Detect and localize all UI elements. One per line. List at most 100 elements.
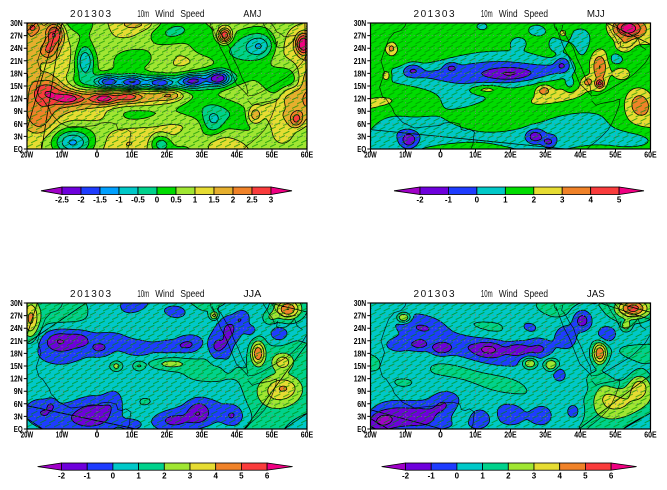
svg-text:10m: 10m — [481, 9, 493, 20]
svg-text:12N: 12N — [354, 94, 367, 104]
svg-text:20E: 20E — [504, 430, 517, 440]
svg-text:18N: 18N — [354, 348, 367, 358]
svg-text:0: 0 — [475, 196, 480, 205]
svg-text:30E: 30E — [539, 150, 552, 160]
svg-text:30N: 30N — [354, 18, 367, 28]
svg-text:Speed: Speed — [524, 289, 548, 300]
svg-text:24N: 24N — [10, 323, 23, 333]
svg-text:1: 1 — [480, 472, 485, 481]
svg-text:40E: 40E — [231, 430, 244, 440]
svg-text:9N: 9N — [14, 106, 23, 116]
svg-text:1: 1 — [136, 472, 141, 481]
svg-text:27N: 27N — [10, 311, 23, 321]
svg-text:60E: 60E — [301, 430, 314, 440]
svg-text:Wind: Wind — [499, 289, 518, 300]
svg-text:4: 4 — [557, 472, 562, 481]
svg-text:Speed: Speed — [524, 9, 548, 20]
svg-text:-2.5: -2.5 — [55, 196, 69, 205]
svg-text:20W: 20W — [21, 430, 34, 440]
svg-text:-1: -1 — [115, 196, 123, 205]
svg-text:2: 2 — [532, 196, 537, 205]
svg-text:40E: 40E — [574, 430, 587, 440]
svg-text:10E: 10E — [126, 150, 139, 160]
svg-text:6N: 6N — [14, 399, 23, 409]
svg-text:201303: 201303 — [70, 9, 111, 20]
svg-text:3N: 3N — [357, 131, 366, 141]
svg-text:3: 3 — [188, 472, 193, 481]
svg-text:10W: 10W — [56, 150, 69, 160]
svg-text:50E: 50E — [609, 430, 622, 440]
svg-text:10m: 10m — [481, 289, 493, 300]
svg-text:1.5: 1.5 — [208, 196, 220, 205]
svg-text:18N: 18N — [10, 68, 23, 78]
svg-text:-1.5: -1.5 — [93, 196, 107, 205]
svg-text:0: 0 — [95, 430, 100, 440]
svg-text:AMJ: AMJ — [243, 9, 261, 20]
svg-text:-2: -2 — [58, 472, 66, 481]
svg-text:-1: -1 — [428, 472, 436, 481]
svg-text:10E: 10E — [469, 430, 482, 440]
svg-text:10W: 10W — [399, 150, 412, 160]
svg-text:21N: 21N — [10, 336, 23, 346]
svg-text:-1: -1 — [445, 196, 453, 205]
svg-text:Wind: Wind — [499, 9, 518, 20]
svg-text:20E: 20E — [504, 150, 517, 160]
svg-text:Wind: Wind — [155, 289, 174, 300]
svg-text:20W: 20W — [21, 150, 34, 160]
svg-text:30E: 30E — [539, 430, 552, 440]
svg-text:15N: 15N — [10, 361, 23, 371]
svg-text:9N: 9N — [357, 106, 366, 116]
svg-text:15N: 15N — [354, 81, 367, 91]
svg-text:50E: 50E — [609, 150, 622, 160]
svg-text:24N: 24N — [10, 43, 23, 53]
svg-text:1: 1 — [503, 196, 508, 205]
svg-text:21N: 21N — [10, 56, 23, 66]
svg-text:MJJ: MJJ — [587, 9, 605, 20]
svg-text:3: 3 — [532, 472, 537, 481]
svg-text:2.5: 2.5 — [246, 196, 258, 205]
svg-text:15N: 15N — [10, 81, 23, 91]
svg-text:3: 3 — [560, 196, 565, 205]
svg-text:2: 2 — [506, 472, 511, 481]
svg-text:0: 0 — [155, 196, 160, 205]
svg-text:10m: 10m — [137, 289, 149, 300]
svg-text:EQ: EQ — [357, 144, 366, 154]
svg-text:60E: 60E — [644, 430, 657, 440]
svg-text:201303: 201303 — [70, 289, 111, 300]
svg-text:30N: 30N — [10, 18, 23, 28]
svg-text:40E: 40E — [231, 150, 244, 160]
svg-text:50E: 50E — [266, 430, 279, 440]
svg-text:-2: -2 — [416, 196, 424, 205]
svg-text:27N: 27N — [354, 31, 367, 41]
svg-text:21N: 21N — [354, 336, 367, 346]
svg-text:EQ: EQ — [14, 424, 23, 434]
svg-text:60E: 60E — [301, 150, 314, 160]
svg-text:0.5: 0.5 — [170, 196, 182, 205]
svg-text:10E: 10E — [469, 150, 482, 160]
svg-text:30E: 30E — [196, 150, 209, 160]
svg-text:5: 5 — [239, 472, 244, 481]
svg-text:1: 1 — [193, 196, 198, 205]
svg-text:30N: 30N — [354, 298, 367, 308]
svg-text:3N: 3N — [14, 131, 23, 141]
svg-text:12N: 12N — [10, 374, 23, 384]
svg-text:20W: 20W — [364, 430, 377, 440]
svg-text:21N: 21N — [354, 56, 367, 66]
svg-text:Wind: Wind — [155, 9, 174, 20]
svg-text:40E: 40E — [574, 150, 587, 160]
svg-text:6: 6 — [265, 472, 270, 481]
svg-text:6: 6 — [609, 472, 614, 481]
svg-text:10W: 10W — [56, 430, 69, 440]
svg-text:3N: 3N — [14, 411, 23, 421]
svg-text:0: 0 — [95, 150, 100, 160]
svg-text:201303: 201303 — [414, 9, 455, 20]
svg-text:0: 0 — [438, 430, 443, 440]
svg-text:12N: 12N — [10, 94, 23, 104]
svg-text:-1: -1 — [84, 472, 92, 481]
svg-text:-0.5: -0.5 — [131, 196, 145, 205]
svg-text:0: 0 — [455, 472, 460, 481]
svg-text:27N: 27N — [10, 31, 23, 41]
svg-text:-2: -2 — [77, 196, 85, 205]
svg-text:6N: 6N — [14, 119, 23, 129]
svg-text:201303: 201303 — [414, 289, 455, 300]
